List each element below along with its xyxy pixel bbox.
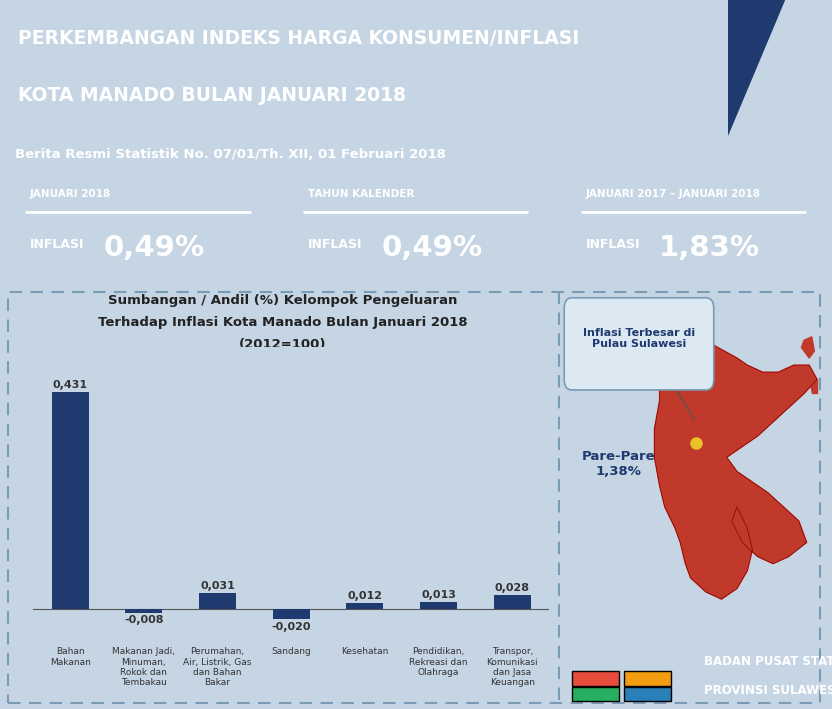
FancyBboxPatch shape	[572, 671, 619, 686]
FancyBboxPatch shape	[572, 687, 619, 701]
Text: 0,031: 0,031	[200, 581, 235, 591]
Text: INFLASI: INFLASI	[586, 238, 640, 252]
Text: TAHUN KALENDER: TAHUN KALENDER	[308, 189, 414, 199]
Text: Inflasi Terbesar di
Pulau Sulawesi: Inflasi Terbesar di Pulau Sulawesi	[583, 328, 695, 350]
Polygon shape	[801, 337, 815, 358]
Polygon shape	[655, 337, 817, 599]
Text: -0,008: -0,008	[124, 615, 164, 625]
Text: PERKEMBANGAN INDEKS HARGA KONSUMEN/INFLASI: PERKEMBANGAN INDEKS HARGA KONSUMEN/INFLA…	[18, 28, 579, 48]
Text: KOTA MANADO BULAN JANUARI 2018: KOTA MANADO BULAN JANUARI 2018	[18, 86, 406, 105]
Text: BADAN PUSAT STATISTIK: BADAN PUSAT STATISTIK	[705, 655, 832, 668]
FancyBboxPatch shape	[624, 671, 671, 686]
Bar	[346, 603, 384, 609]
Bar	[126, 609, 162, 613]
Text: 0,013: 0,013	[421, 591, 456, 601]
Bar	[273, 609, 310, 619]
Text: -0,020: -0,020	[271, 622, 311, 632]
Text: JANUARI 2018: JANUARI 2018	[30, 189, 111, 199]
Text: Terhadap Inflasi Kota Manado Bulan Januari 2018: Terhadap Inflasi Kota Manado Bulan Janua…	[98, 316, 468, 329]
Text: Pare-Pare
1,38%: Pare-Pare 1,38%	[582, 450, 655, 479]
Text: (2012=100): (2012=100)	[239, 338, 327, 351]
Bar	[199, 593, 236, 609]
Text: JANUARI 2017 – JANUARI 2018: JANUARI 2017 – JANUARI 2018	[586, 189, 760, 199]
FancyBboxPatch shape	[624, 687, 671, 701]
Bar	[420, 603, 457, 609]
Text: 1,83%: 1,83%	[659, 234, 760, 262]
Text: PROVINSI SULAWESI UTARA: PROVINSI SULAWESI UTARA	[705, 684, 832, 697]
Bar	[494, 595, 531, 609]
Text: 0,012: 0,012	[348, 591, 383, 601]
Polygon shape	[810, 379, 817, 393]
Text: 0,431: 0,431	[52, 380, 87, 390]
Text: INFLASI: INFLASI	[30, 238, 84, 252]
FancyBboxPatch shape	[564, 298, 714, 390]
Text: INFLASI: INFLASI	[308, 238, 362, 252]
Text: 0,028: 0,028	[495, 583, 530, 593]
Bar	[52, 392, 88, 609]
Text: Berita Resmi Statistik No. 07/01/Th. XII, 01 Februari 2018: Berita Resmi Statistik No. 07/01/Th. XII…	[15, 148, 446, 162]
Text: 0,49%: 0,49%	[103, 234, 205, 262]
Text: 0,49%: 0,49%	[381, 234, 483, 262]
Polygon shape	[728, 0, 785, 136]
Text: Sumbangan / Andil (%) Kelompok Pengeluaran: Sumbangan / Andil (%) Kelompok Pengeluar…	[108, 294, 458, 306]
